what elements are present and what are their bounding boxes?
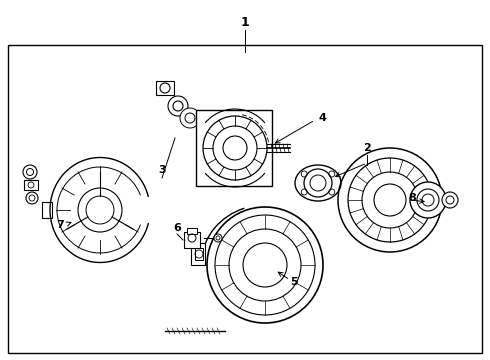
Circle shape <box>26 192 38 204</box>
Ellipse shape <box>295 165 341 201</box>
Text: 6: 6 <box>173 223 181 233</box>
Circle shape <box>410 182 446 218</box>
Bar <box>184 232 200 248</box>
Circle shape <box>180 108 200 128</box>
Text: 5: 5 <box>290 277 298 287</box>
Circle shape <box>442 192 458 208</box>
Bar <box>191 243 205 265</box>
Bar <box>42 202 52 218</box>
Circle shape <box>304 169 332 197</box>
Text: 7: 7 <box>56 220 64 230</box>
Text: 3: 3 <box>158 165 166 175</box>
Bar <box>24 180 38 190</box>
Circle shape <box>168 96 188 116</box>
Circle shape <box>23 165 37 179</box>
Circle shape <box>348 158 432 242</box>
Bar <box>156 81 174 95</box>
Bar <box>196 110 272 186</box>
Bar <box>195 248 203 260</box>
Circle shape <box>417 189 439 211</box>
Bar <box>8 45 482 353</box>
Circle shape <box>214 234 222 242</box>
Text: 8: 8 <box>408 193 416 203</box>
Text: 1: 1 <box>241 15 249 28</box>
Bar <box>187 228 197 234</box>
Circle shape <box>207 207 323 323</box>
Text: 2: 2 <box>363 143 371 153</box>
Text: 4: 4 <box>318 113 326 123</box>
Circle shape <box>78 188 122 232</box>
Circle shape <box>203 116 267 180</box>
